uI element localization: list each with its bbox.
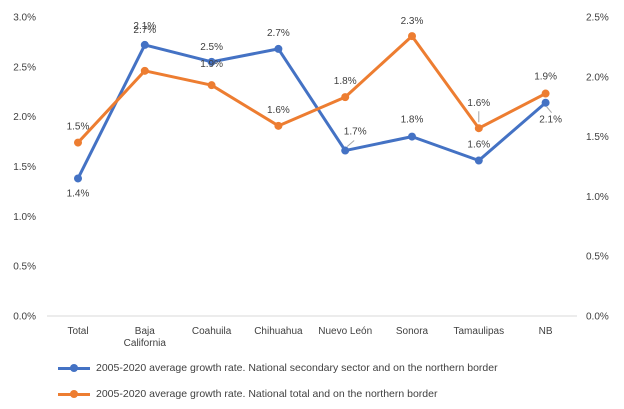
series-layer <box>74 32 550 183</box>
data-point <box>408 32 416 41</box>
series-line-0 <box>76 43 547 180</box>
data-point <box>541 98 550 107</box>
right-tick-label: 1.5% <box>586 132 609 143</box>
data-point <box>474 156 483 165</box>
right-tick-label: 1.0% <box>586 192 609 203</box>
data-label: 2.1% <box>539 115 562 126</box>
label-leader-line <box>346 140 355 147</box>
data-point <box>207 81 216 90</box>
data-point <box>341 93 350 102</box>
legend-swatch-orange <box>58 389 90 399</box>
data-label: 1.6% <box>467 140 490 151</box>
data-label: 1.6% <box>467 98 490 109</box>
data-label: 1.8% <box>334 76 357 87</box>
data-label-layer: 1.4% 2.7% 2.5% 2.7% 1.7% 1.8% 1.6% 2.1% 1.5% 2.1%… <box>67 16 563 199</box>
right-tick-label: 0.5% <box>586 252 609 263</box>
legend-label: 2005-2020 average growth rate. National … <box>96 388 438 400</box>
right-tick-label: 2.5% <box>586 13 609 24</box>
data-label: 1.7% <box>344 127 367 138</box>
series-line-1 <box>76 34 547 144</box>
data-point <box>140 66 149 75</box>
data-label: 1.9% <box>534 72 557 83</box>
data-point <box>207 57 216 66</box>
data-label: 1.5% <box>67 122 90 133</box>
legend-item-secondary-sector: 2005-2020 average growth rate. National … <box>58 362 498 374</box>
left-tick-label: 0.0% <box>13 312 36 323</box>
data-point <box>474 124 483 133</box>
legend-item-national-total: 2005-2020 average growth rate. National … <box>58 388 437 400</box>
category-axis-labels: Total Baja California Coahuila Chihuahua Nuev… <box>67 326 552 349</box>
data-point <box>541 89 550 98</box>
right-axis-ticks: 0.0% 0.5% 1.0% 1.5% 2.0% 2.5% <box>586 13 609 323</box>
label-leader-line <box>546 106 552 114</box>
data-label: 2.1% <box>133 21 156 32</box>
category-label: Total <box>67 326 88 337</box>
category-label: Coahuila <box>192 326 232 337</box>
data-point <box>140 40 149 49</box>
left-axis-ticks: 0.0% 0.5% 1.0% 1.5% 2.0% 2.5% 3.0% <box>13 13 36 323</box>
data-point <box>341 146 350 155</box>
left-tick-label: 2.5% <box>13 62 36 73</box>
data-label: 2.7% <box>133 25 156 36</box>
category-label: Baja California <box>124 326 167 349</box>
data-label: 1.9% <box>200 59 223 70</box>
data-point <box>274 121 283 130</box>
category-label: NB <box>539 326 553 337</box>
category-label: Nuevo León <box>318 326 372 337</box>
legend-label: 2005-2020 average growth rate. National … <box>96 362 498 374</box>
left-tick-label: 0.5% <box>13 262 36 273</box>
data-point <box>74 138 82 147</box>
data-point <box>74 174 82 183</box>
data-label: 2.3% <box>401 16 424 27</box>
left-tick-label: 2.0% <box>13 112 36 123</box>
left-tick-label: 1.5% <box>13 162 36 173</box>
category-label: Tamaulipas <box>454 326 505 337</box>
data-point <box>274 44 283 53</box>
data-label: 1.8% <box>401 115 424 126</box>
data-label: 1.4% <box>67 188 90 199</box>
data-label: 2.5% <box>200 42 223 53</box>
category-label: Chihuahua <box>254 326 303 337</box>
right-tick-label: 2.0% <box>586 72 609 83</box>
legend-swatch-blue <box>58 363 90 373</box>
left-tick-label: 3.0% <box>13 13 36 24</box>
data-point <box>408 132 416 141</box>
left-tick-label: 1.0% <box>13 212 36 223</box>
category-label: Sonora <box>396 326 429 337</box>
data-label: 2.7% <box>267 28 290 39</box>
data-label: 1.6% <box>267 105 290 116</box>
right-tick-label: 0.0% <box>586 312 609 323</box>
